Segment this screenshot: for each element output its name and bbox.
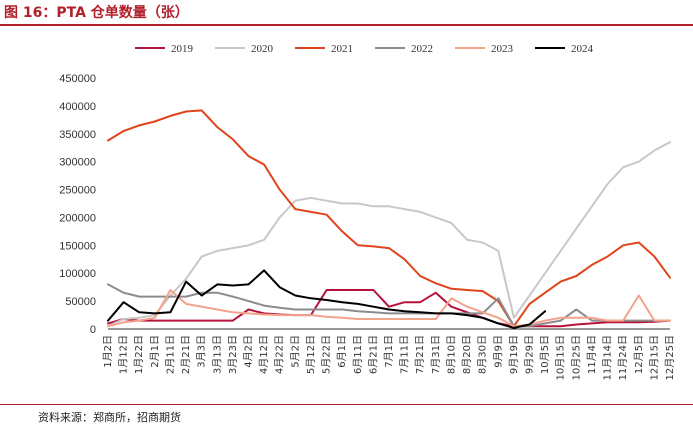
- x-tick-label: 4月22日: [274, 335, 286, 374]
- series-line-2023: [107, 289, 671, 328]
- legend-label-2023: 2023: [491, 43, 514, 55]
- x-tick-label: 9月29日: [524, 335, 536, 374]
- legend-label-2024: 2024: [571, 43, 594, 55]
- x-axis: 1月2日 1月12日 1月22日 2月1日 2月11日 2月21日 3月3日 3月13日 3月2…: [102, 328, 676, 380]
- legend-label-2022: 2022: [411, 43, 433, 55]
- title-rule: [0, 24, 693, 26]
- x-tick-label: 6月11日: [352, 335, 364, 374]
- x-tick-label: 5月12日: [305, 335, 317, 374]
- series-line-2022: [107, 283, 671, 328]
- x-tick-label: 5月22日: [321, 335, 333, 374]
- x-tick-label: 6月1日: [336, 335, 348, 368]
- x-tick-label: 1月12日: [118, 335, 130, 374]
- y-tick-label: 200000: [59, 212, 96, 224]
- x-tick-label: 3月13日: [211, 335, 223, 374]
- source-note: 资料来源：郑商所，招商期货: [38, 411, 181, 424]
- x-tick-label: 7月31日: [430, 335, 442, 374]
- chart-legend: 2019 2020 2021 2022 2023 2024: [135, 43, 594, 55]
- y-tick-label: 50000: [65, 296, 96, 308]
- x-tick-label: 7月1日: [383, 335, 395, 368]
- x-tick-label: 3月3日: [196, 335, 208, 368]
- x-tick-label: 4月2日: [243, 335, 255, 368]
- series-line-2019: [107, 289, 671, 328]
- x-tick-label: 1月22日: [133, 335, 145, 374]
- x-tick-label: 2月21日: [180, 335, 192, 374]
- x-tick-label: 10月15日: [555, 335, 567, 380]
- x-tick-label: 6月21日: [367, 335, 379, 374]
- legend-label-2020: 2020: [251, 43, 274, 55]
- x-tick-label: 7月21日: [414, 335, 426, 374]
- y-tick-label: 400000: [59, 101, 96, 113]
- x-tick-label: 8月10日: [445, 335, 457, 374]
- series-line-2020: [107, 141, 671, 328]
- x-tick-label: 11月24日: [617, 335, 629, 380]
- x-tick-label: 1月2日: [102, 335, 114, 368]
- x-tick-label: 11月14日: [602, 335, 614, 380]
- x-tick-label: 2月11日: [164, 335, 176, 374]
- x-tick-label: 11月4日: [586, 335, 598, 374]
- footer-rule: [0, 404, 693, 405]
- x-tick-label: 8月20日: [461, 335, 473, 374]
- y-tick-label: 0: [90, 324, 96, 336]
- x-tick-label: 3月23日: [227, 335, 239, 374]
- x-tick-label: 10月25日: [570, 335, 582, 380]
- x-tick-label: 9月19日: [508, 335, 520, 374]
- warehouse-receipt-line-chart: 2019 2020 2021 2022 2023 2024 0 50000 100000 150…: [59, 43, 676, 380]
- series-line-2024: [107, 269, 547, 329]
- y-tick-label: 150000: [59, 240, 96, 252]
- x-tick-label: 9月9日: [492, 335, 504, 368]
- y-tick-label: 250000: [59, 185, 96, 197]
- x-tick-label: 8月30日: [477, 335, 489, 374]
- figure-title: 图 16：PTA 仓单数量（张）: [4, 5, 189, 21]
- legend-label-2021: 2021: [331, 43, 353, 55]
- y-tick-label: 100000: [59, 268, 96, 280]
- x-tick-label: 2月1日: [149, 335, 161, 368]
- x-tick-label: 12月5日: [633, 335, 645, 374]
- x-tick-label: 5月2日: [289, 335, 301, 368]
- x-tick-label: 7月11日: [399, 335, 411, 374]
- series-line-2021: [107, 109, 671, 328]
- x-tick-label: 12月25日: [664, 335, 676, 380]
- y-tick-label: 450000: [59, 73, 96, 85]
- x-tick-label: 10月5日: [539, 335, 551, 374]
- y-tick-label: 300000: [59, 157, 96, 169]
- x-tick-label: 12月15日: [648, 335, 660, 380]
- y-axis: 0 50000 100000 150000 200000 250000 300000 3500…: [59, 73, 96, 336]
- legend-label-2019: 2019: [171, 43, 194, 55]
- plot-area: [107, 109, 671, 329]
- x-tick-label: 4月12日: [258, 335, 270, 374]
- y-tick-label: 350000: [59, 129, 96, 141]
